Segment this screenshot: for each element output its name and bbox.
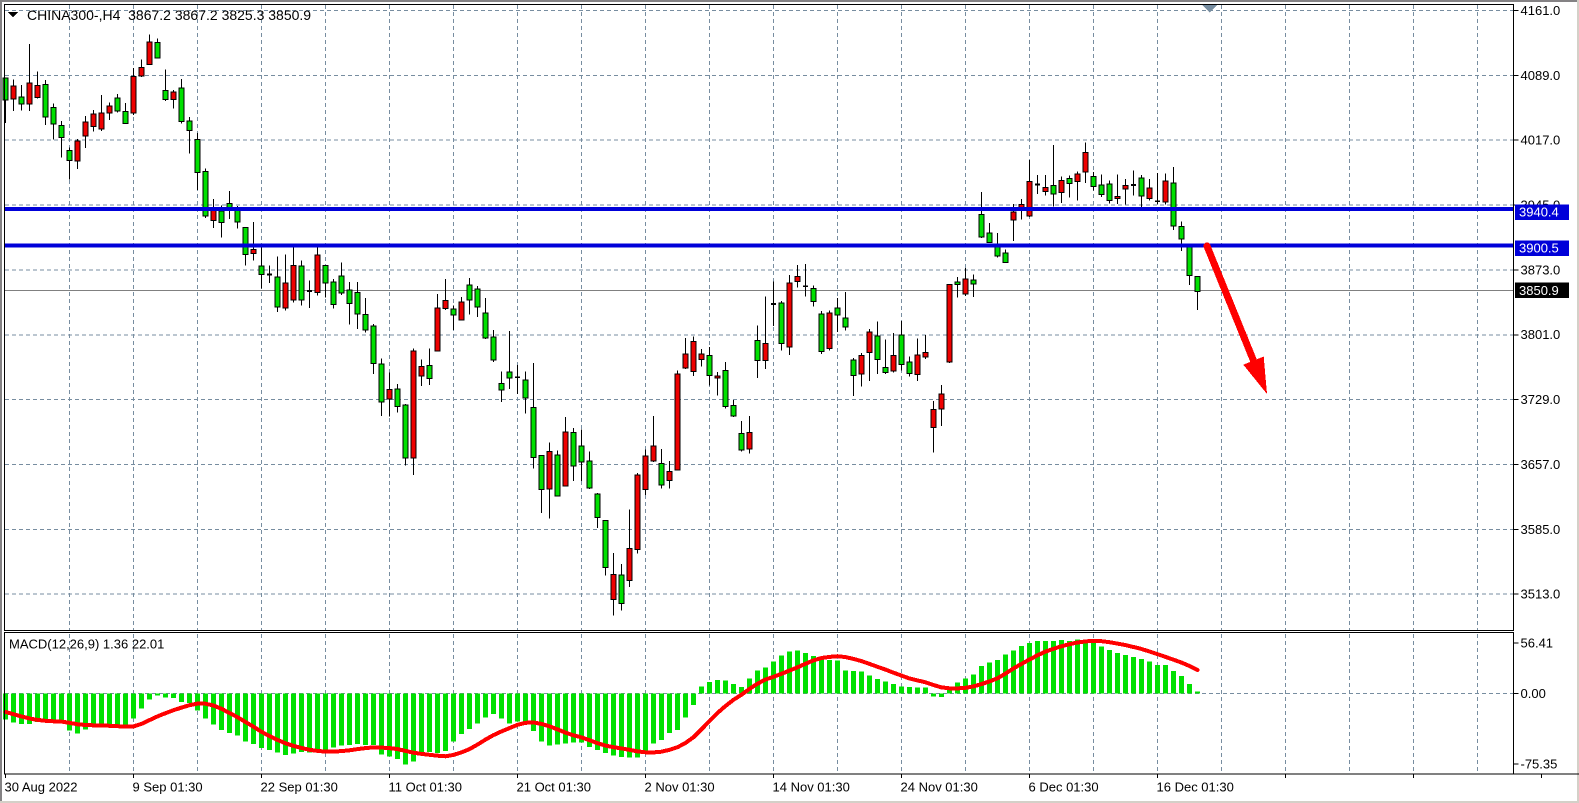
- svg-text:6 Dec 01:30: 6 Dec 01:30: [1029, 780, 1099, 795]
- svg-text:21 Oct 01:30: 21 Oct 01:30: [517, 780, 591, 795]
- svg-text:3585.0: 3585.0: [1521, 522, 1561, 537]
- svg-text:3657.0: 3657.0: [1521, 457, 1561, 472]
- svg-text:0.00: 0.00: [1521, 686, 1546, 701]
- svg-text:3801.0: 3801.0: [1521, 327, 1561, 342]
- svg-text:16 Dec 01:30: 16 Dec 01:30: [1157, 780, 1234, 795]
- svg-text:11 Oct 01:30: 11 Oct 01:30: [389, 780, 462, 795]
- svg-text:14 Nov 01:30: 14 Nov 01:30: [773, 780, 850, 795]
- svg-text:4161.0: 4161.0: [1521, 3, 1561, 18]
- svg-text:3900.5: 3900.5: [1519, 241, 1559, 256]
- svg-text:30 Aug 2022: 30 Aug 2022: [5, 780, 78, 795]
- svg-text:MACD(12,26,9) 1.36 22.01: MACD(12,26,9) 1.36 22.01: [9, 637, 164, 652]
- svg-text:3850.9: 3850.9: [1519, 283, 1559, 298]
- svg-text:3729.0: 3729.0: [1521, 392, 1561, 407]
- svg-text:4017.0: 4017.0: [1521, 133, 1561, 148]
- svg-text:9 Sep 01:30: 9 Sep 01:30: [133, 780, 203, 795]
- svg-text:22 Sep 01:30: 22 Sep 01:30: [261, 780, 338, 795]
- svg-text:3873.0: 3873.0: [1521, 262, 1561, 277]
- svg-text:56.41: 56.41: [1521, 635, 1554, 650]
- svg-text:24 Nov 01:30: 24 Nov 01:30: [901, 780, 978, 795]
- svg-text:4089.0: 4089.0: [1521, 68, 1561, 83]
- svg-text:CHINA300-,H4 3867.2 3867.2 38: CHINA300-,H4 3867.2 3867.2 3825.3 3850.9: [27, 7, 311, 23]
- svg-text:-75.35: -75.35: [1521, 757, 1558, 772]
- svg-text:2 Nov 01:30: 2 Nov 01:30: [645, 780, 715, 795]
- svg-text:3513.0: 3513.0: [1521, 587, 1561, 602]
- svg-text:3940.4: 3940.4: [1519, 205, 1559, 220]
